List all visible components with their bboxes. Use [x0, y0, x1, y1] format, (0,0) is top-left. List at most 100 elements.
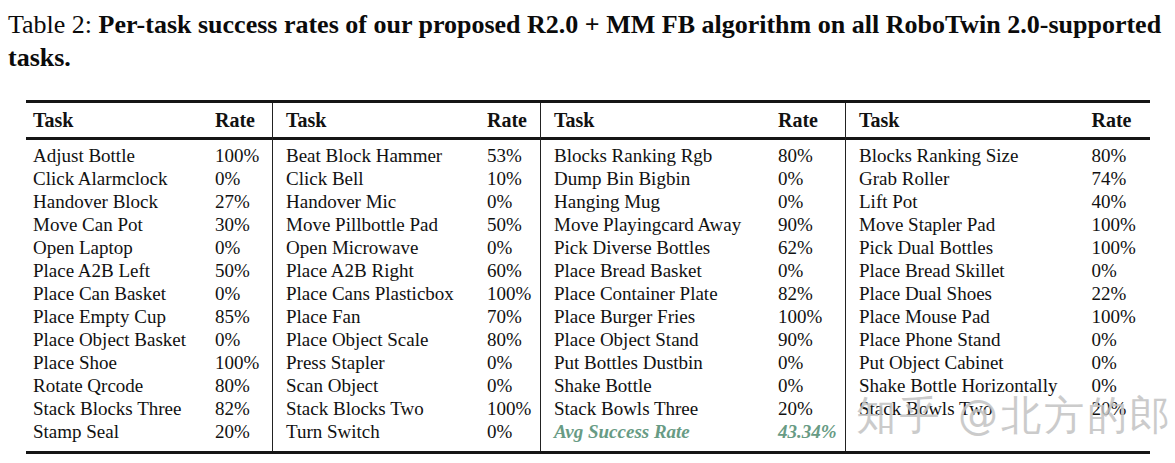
task-cell: Grab Roller — [846, 167, 1092, 190]
table-row: Adjust Bottle100% — [26, 144, 272, 167]
rate-cell: 20% — [1092, 397, 1150, 420]
task-cell: Stack Bowls Two — [846, 397, 1092, 420]
table-row: Put Bottles Dustbin0% — [541, 351, 845, 374]
task-cell: Click Bell — [273, 167, 487, 190]
table-row: Handover Block27% — [26, 190, 272, 213]
task-cell: Stack Bowls Three — [541, 397, 778, 420]
column-group-4: Task Rate Blocks Ranking Size80%Grab Rol… — [845, 103, 1150, 451]
task-cell: Place Shoe — [26, 351, 215, 374]
table-row: Rotate Qrcode80% — [26, 374, 272, 397]
rate-cell: 70% — [487, 305, 540, 328]
rate-cell: 82% — [215, 397, 272, 420]
rate-cell: 0% — [778, 190, 845, 213]
rate-cell: 0% — [487, 420, 540, 443]
task-cell: Scan Object — [273, 374, 487, 397]
avg-success-row: Avg Success Rate43.34% — [541, 420, 845, 443]
rate-cell: 22% — [1092, 282, 1150, 305]
task-cell: Move Can Pot — [26, 213, 215, 236]
rate-cell: 20% — [778, 397, 845, 420]
column-header: Task Rate — [541, 103, 845, 137]
rate-cell: 50% — [215, 259, 272, 282]
rate-cell: 80% — [215, 374, 272, 397]
task-cell: Place Object Scale — [273, 328, 487, 351]
table-row: Lift Pot40% — [846, 190, 1150, 213]
rate-cell: 100% — [215, 144, 272, 167]
rate-cell: 0% — [778, 374, 845, 397]
task-cell: Move Pillbottle Pad — [273, 213, 487, 236]
rate-cell: 100% — [487, 397, 540, 420]
table-row: Press Stapler0% — [273, 351, 540, 374]
rate-cell: 0% — [778, 167, 845, 190]
table-row: Place Bread Basket0% — [541, 259, 845, 282]
table-row: Place Burger Fries100% — [541, 305, 845, 328]
task-cell: Put Bottles Dustbin — [541, 351, 778, 374]
table-row: Scan Object0% — [273, 374, 540, 397]
table-row: Move Playingcard Away90% — [541, 213, 845, 236]
table-row: Place Object Scale80% — [273, 328, 540, 351]
column-header: Task Rate — [273, 103, 540, 137]
rate-cell: 40% — [1092, 190, 1150, 213]
table-row: Pick Dual Bottles100% — [846, 236, 1150, 259]
task-cell: Place Mouse Pad — [846, 305, 1092, 328]
rate-cell: 0% — [215, 328, 272, 351]
task-cell: Stamp Seal — [26, 420, 215, 443]
rate-cell: 90% — [778, 213, 845, 236]
column-group-2: Task Rate Beat Block Hammer53%Click Bell… — [272, 103, 540, 451]
rate-cell: 100% — [1092, 236, 1150, 259]
rate-cell: 20% — [215, 420, 272, 443]
rate-cell: 10% — [487, 167, 540, 190]
task-cell: Place Container Plate — [541, 282, 778, 305]
task-cell: Handover Block — [26, 190, 215, 213]
task-cell: Open Microwave — [273, 236, 487, 259]
task-cell: Place A2B Right — [273, 259, 487, 282]
table-row: Stack Blocks Two100% — [273, 397, 540, 420]
rate-cell: 50% — [487, 213, 540, 236]
task-cell: Move Stapler Pad — [846, 213, 1092, 236]
rate-cell: 100% — [778, 305, 845, 328]
task-cell: Dump Bin Bigbin — [541, 167, 778, 190]
rate-cell: 90% — [778, 328, 845, 351]
task-cell: Stack Blocks Two — [273, 397, 487, 420]
rate-cell: 30% — [215, 213, 272, 236]
table-row: Place Mouse Pad100% — [846, 305, 1150, 328]
table-row: Place A2B Left50% — [26, 259, 272, 282]
task-cell: Shake Bottle Horizontally — [846, 374, 1092, 397]
rate-cell: 0% — [1092, 374, 1150, 397]
table-row: Click Bell10% — [273, 167, 540, 190]
table-row: Pick Diverse Bottles62% — [541, 236, 845, 259]
table-row: Shake Bottle0% — [541, 374, 845, 397]
rate-cell: 0% — [1092, 259, 1150, 282]
task-cell: Place Can Basket — [26, 282, 215, 305]
column-group-3: Task Rate Blocks Ranking Rgb80%Dump Bin … — [540, 103, 845, 451]
table-row: Put Object Cabinet0% — [846, 351, 1150, 374]
column-header: Task Rate — [846, 103, 1150, 137]
table-row: Place Empty Cup85% — [26, 305, 272, 328]
table-row: Stack Bowls Three20% — [541, 397, 845, 420]
table-row: Beat Block Hammer53% — [273, 144, 540, 167]
rate-cell: 0% — [215, 236, 272, 259]
table-row: Stack Blocks Three82% — [26, 397, 272, 420]
table-row: Dump Bin Bigbin0% — [541, 167, 845, 190]
table-row: Open Laptop0% — [26, 236, 272, 259]
table-columns: Task Rate Adjust Bottle100%Click Alarmcl… — [26, 103, 1150, 451]
task-cell: Place Object Stand — [541, 328, 778, 351]
task-cell: Place Bread Skillet — [846, 259, 1092, 282]
rate-cell: 0% — [215, 282, 272, 305]
task-cell: Stack Blocks Three — [26, 397, 215, 420]
rate-cell: 0% — [778, 351, 845, 374]
rate-cell: 60% — [487, 259, 540, 282]
table-bottom-rule — [26, 451, 1150, 454]
rate-cell: 85% — [215, 305, 272, 328]
rate-cell: 82% — [778, 282, 845, 305]
task-header: Task — [273, 103, 487, 137]
table-row: Shake Bottle Horizontally0% — [846, 374, 1150, 397]
rate-header: Rate — [778, 103, 845, 137]
task-header: Task — [541, 103, 778, 137]
table-row: Blocks Ranking Rgb80% — [541, 144, 845, 167]
rate-cell: 80% — [1092, 144, 1150, 167]
rate-cell: 0% — [215, 167, 272, 190]
table-row: Place A2B Right60% — [273, 259, 540, 282]
column-group-1: Task Rate Adjust Bottle100%Click Alarmcl… — [26, 103, 272, 451]
task-cell: Turn Switch — [273, 420, 487, 443]
rate-cell: 0% — [487, 236, 540, 259]
